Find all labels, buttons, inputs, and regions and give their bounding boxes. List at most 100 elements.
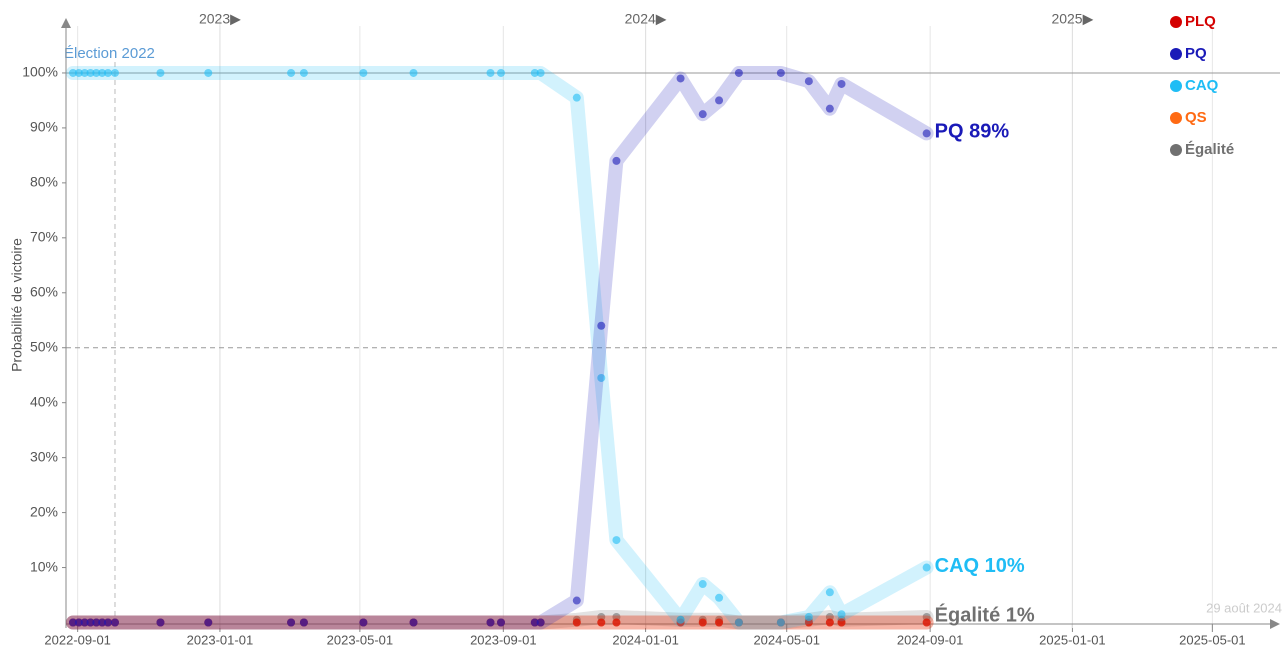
data-point <box>68 68 77 77</box>
data-point <box>409 618 418 627</box>
data-point <box>837 610 846 619</box>
legend-swatch <box>1170 16 1182 28</box>
data-point <box>825 618 834 627</box>
legend-label: Égalité <box>1185 141 1234 158</box>
data-point <box>98 618 107 627</box>
legend-swatch <box>1170 80 1182 92</box>
y-axis-label: Probabilité de victoire <box>9 238 25 372</box>
year-label: 2023▶ <box>199 11 241 27</box>
data-point <box>103 618 112 627</box>
data-point <box>776 68 785 77</box>
data-point <box>715 96 724 105</box>
data-point <box>597 618 606 627</box>
x-tick-label: 2025-05-01 <box>1179 632 1246 647</box>
data-point <box>698 618 707 627</box>
data-point <box>597 321 606 330</box>
legend-label: PLQ <box>1185 13 1216 30</box>
data-point <box>68 618 77 627</box>
x-tick-label: 2023-09-01 <box>470 632 537 647</box>
data-point <box>536 618 545 627</box>
data-point <box>92 618 101 627</box>
x-tick-label: 2024-09-01 <box>897 632 964 647</box>
data-point <box>698 110 707 119</box>
data-point <box>804 613 813 622</box>
year-label: 2025▶ <box>1051 11 1093 27</box>
legend-swatch <box>1170 112 1182 124</box>
y-tick-label: 90% <box>30 119 58 135</box>
data-point <box>74 68 83 77</box>
data-point <box>922 129 931 138</box>
data-point <box>715 593 724 602</box>
data-point <box>287 618 296 627</box>
data-point <box>204 618 213 627</box>
y-tick-label: 100% <box>22 64 58 80</box>
x-axis-arrow <box>1270 619 1280 629</box>
data-point <box>597 613 606 622</box>
x-tick-label: 2024-01-01 <box>612 632 679 647</box>
data-point <box>572 618 581 627</box>
data-point <box>825 588 834 597</box>
data-point <box>80 68 89 77</box>
data-point <box>676 615 685 624</box>
data-point <box>734 68 743 77</box>
updated-label: 29 août 2024 <box>1206 600 1282 615</box>
data-point <box>837 618 846 627</box>
data-point <box>80 618 89 627</box>
data-point <box>496 618 505 627</box>
data-point <box>804 618 813 627</box>
y-axis-arrow <box>61 18 71 28</box>
data-point <box>572 93 581 102</box>
data-point <box>92 68 101 77</box>
data-point <box>922 563 931 572</box>
data-point <box>486 68 495 77</box>
data-point <box>676 74 685 83</box>
legend-label: PQ <box>1185 45 1207 62</box>
y-tick-label: 30% <box>30 448 58 464</box>
data-point <box>103 68 112 77</box>
end-label: PQ 89% <box>935 121 1010 143</box>
data-point <box>156 68 165 77</box>
legend-label: CAQ <box>1185 77 1219 94</box>
data-point <box>110 68 119 77</box>
data-point <box>496 68 505 77</box>
x-tick-label: 2023-05-01 <box>327 632 394 647</box>
legend-swatch <box>1170 144 1182 156</box>
data-point <box>612 536 621 545</box>
data-point <box>359 618 368 627</box>
data-point <box>922 618 931 627</box>
data-point <box>74 618 83 627</box>
data-point <box>837 79 846 88</box>
end-label: CAQ 10% <box>935 555 1025 577</box>
x-tick-label: 2024-05-01 <box>753 632 820 647</box>
data-point <box>156 618 165 627</box>
data-point <box>287 68 296 77</box>
data-point <box>825 613 834 622</box>
data-point <box>612 613 621 622</box>
data-point <box>486 618 495 627</box>
data-point <box>530 68 539 77</box>
y-tick-label: 70% <box>30 229 58 245</box>
data-point <box>86 618 95 627</box>
data-point <box>776 618 785 627</box>
data-point <box>597 373 606 382</box>
data-point <box>922 613 931 622</box>
data-point <box>299 68 308 77</box>
year-label: 2024▶ <box>625 11 667 27</box>
data-point <box>804 77 813 86</box>
data-point <box>204 68 213 77</box>
y-tick-label: 60% <box>30 283 58 299</box>
y-tick-label: 20% <box>30 503 58 519</box>
data-point <box>715 618 724 627</box>
data-point <box>98 68 107 77</box>
data-point <box>825 104 834 113</box>
y-tick-label: 40% <box>30 393 58 409</box>
data-point <box>536 68 545 77</box>
event-label: Élection 2022 <box>64 45 155 62</box>
data-point <box>359 68 368 77</box>
data-point <box>110 618 119 627</box>
data-point <box>530 618 539 627</box>
data-point <box>612 156 621 165</box>
end-label: Égalité 1% <box>935 603 1035 626</box>
data-point <box>572 596 581 605</box>
